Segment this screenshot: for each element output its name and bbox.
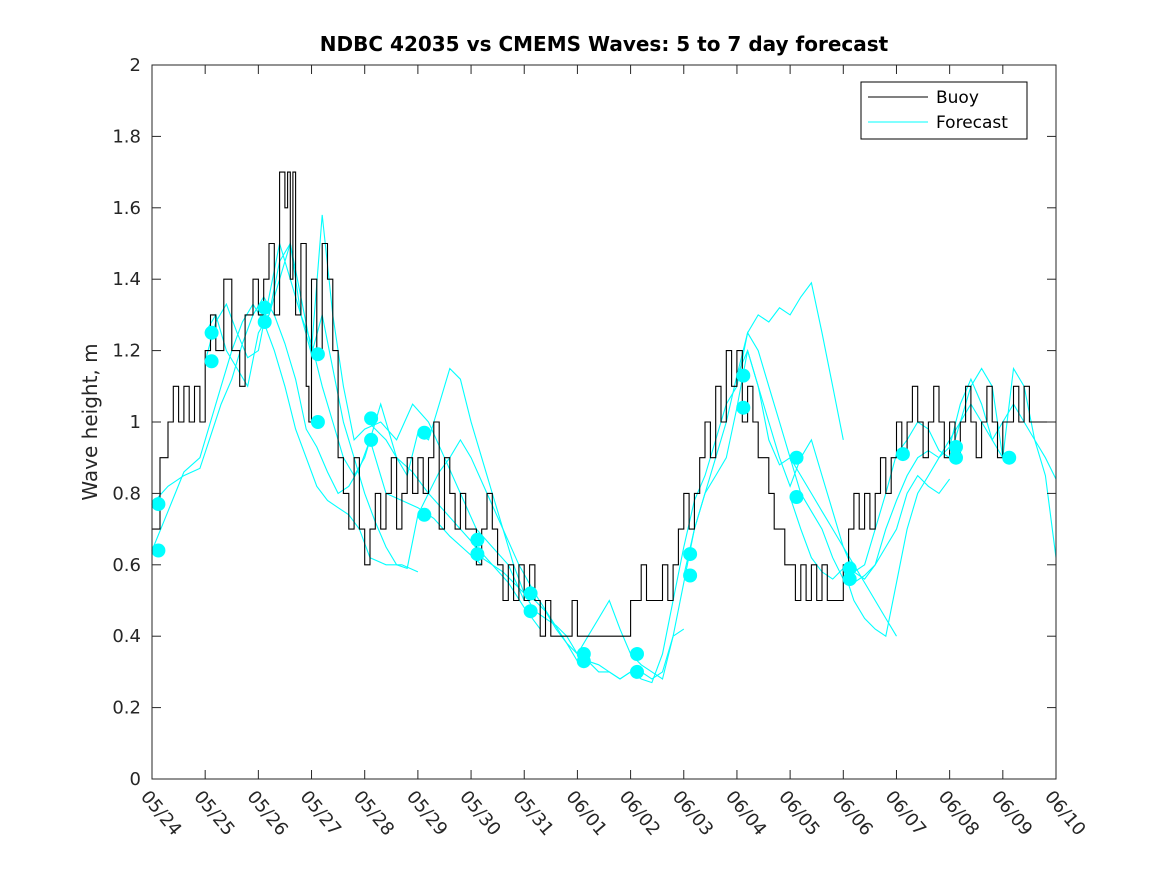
y-tick-label-6: 1.2	[112, 341, 141, 362]
forecast-marker-6	[310, 347, 325, 362]
forecast-marker-12	[470, 532, 485, 547]
legend-forecast-label: Forecast	[936, 113, 1008, 133]
forecast-marker-22	[736, 368, 751, 383]
y-tick-label-1: 0.2	[112, 698, 141, 719]
forecast-marker-13	[470, 547, 485, 562]
plot-background	[152, 65, 1056, 779]
forecast-marker-24	[789, 450, 804, 465]
series-forecast-line-2	[151, 295, 483, 566]
forecast-marker-0	[151, 543, 166, 558]
forecast-marker-2	[204, 325, 219, 340]
series-forecast-line-8	[576, 281, 844, 680]
y-axis-label: Wave height, m	[78, 343, 102, 500]
forecast-marker-21	[683, 568, 698, 583]
plot-area	[152, 65, 1056, 779]
forecast-marker-11	[417, 507, 432, 522]
forecast-marker-17	[576, 654, 591, 669]
y-tick-label-9: 1.8	[112, 126, 141, 147]
forecast-marker-31	[1002, 450, 1017, 465]
forecast-marker-27	[842, 572, 857, 587]
series-forecast-line-11	[736, 348, 1004, 584]
y-tick-label-7: 1.4	[112, 269, 141, 290]
series-forecast-line-1	[151, 303, 419, 573]
forecast-marker-1	[151, 497, 166, 512]
forecast-marker-28	[895, 447, 910, 462]
y-tick-label-4: 0.8	[112, 483, 141, 504]
forecast-marker-9	[364, 432, 379, 447]
chart-title: NDBC 42035 vs CMEMS Waves: 5 to 7 day fo…	[320, 32, 889, 56]
legend-box	[860, 81, 1028, 140]
series-forecast-line-9	[630, 331, 897, 684]
forecast-marker-15	[523, 604, 538, 619]
forecast-marker-14	[523, 586, 538, 601]
forecast-marker-20	[683, 547, 698, 562]
forecast-marker-23	[736, 400, 751, 415]
legend: Buoy Forecast	[860, 81, 1028, 140]
forecast-marker-8	[364, 411, 379, 426]
y-tick-label-8: 1.6	[112, 198, 141, 219]
forecast-marker-25	[789, 490, 804, 504]
y-tick-label-3: 0.6	[112, 555, 141, 576]
legend-buoy-label: Buoy	[936, 88, 979, 108]
marker-layer	[151, 300, 1017, 679]
forecast-marker-19	[630, 664, 644, 679]
series-forecast-line-12	[789, 366, 1057, 638]
y-tick-label-5: 1	[130, 412, 141, 433]
forecast-marker-29	[949, 440, 963, 454]
y-tick-label-2: 0.4	[112, 626, 141, 647]
forecast-marker-4	[257, 300, 272, 315]
forecast-marker-5	[257, 315, 272, 329]
forecast-marker-18	[630, 647, 644, 661]
y-tick-label-0: 0	[130, 769, 141, 790]
forecast-marker-30	[949, 450, 963, 465]
y-tick-label-10: 2	[130, 55, 141, 76]
forecast-marker-7	[310, 415, 325, 429]
forecast-marker-26	[842, 561, 857, 576]
forecast-marker-3	[204, 354, 219, 369]
series-forecast-line-10	[683, 350, 951, 580]
forecast-marker-10	[417, 425, 432, 440]
